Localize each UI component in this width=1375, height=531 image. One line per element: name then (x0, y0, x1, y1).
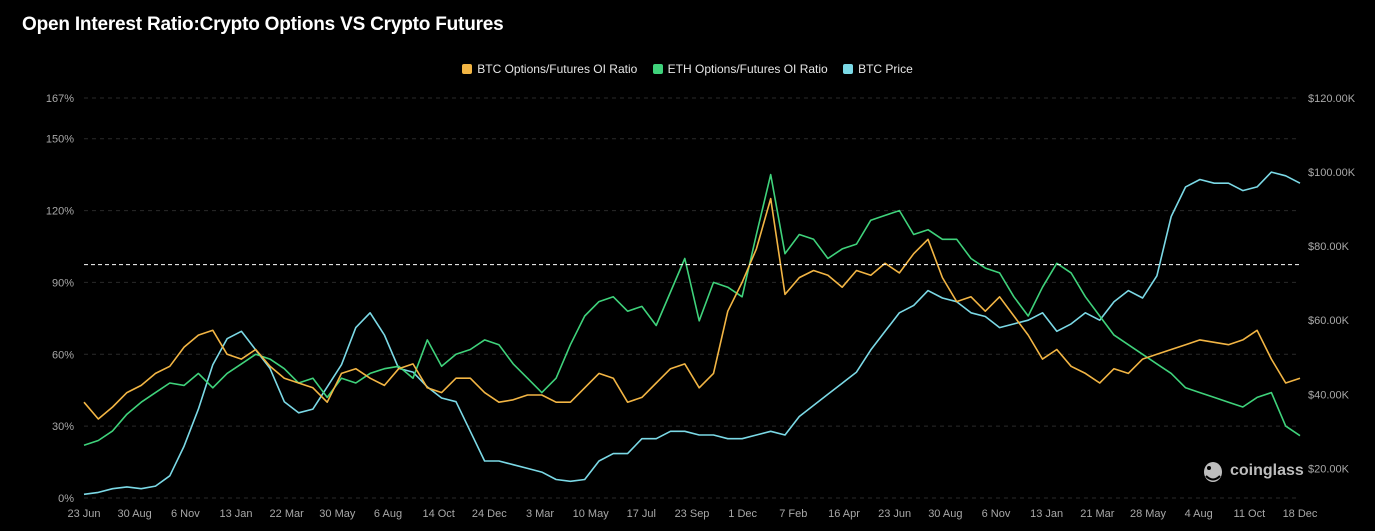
x-tick-label: 24 Dec (472, 508, 507, 520)
series-line-btc-options-futures-oi-ratio (83, 197, 1301, 420)
x-tick-label: 14 Oct (422, 508, 454, 520)
x-axis: 23 Jun 30 Aug 6 Nov 13 Jan 22 Mar 30 May 6 Aug… (67, 508, 1317, 520)
y-axis-left: 0% 30% 60% 90% 120% 150% 167% (46, 93, 74, 505)
x-tick-label: 1 Dec (728, 508, 757, 520)
legend-swatch-btc-price (843, 64, 854, 74)
y-left-tick-label: 30% (52, 421, 74, 433)
x-tick-label: 30 May (319, 508, 356, 520)
y-right-tick-label: $60.00K (1308, 315, 1350, 327)
chart-legend: BTC Options/Futures OI Ratio ETH Options… (0, 62, 1375, 77)
x-tick-label: 30 Aug (118, 508, 152, 520)
x-tick-label: 7 Feb (779, 508, 807, 520)
x-tick-label: 6 Aug (374, 508, 402, 520)
legend-item-eth-ratio[interactable]: ETH Options/Futures OI Ratio (652, 62, 828, 76)
x-tick-label: 28 May (1130, 508, 1167, 520)
coinglass-logo-icon (1204, 462, 1222, 482)
x-tick-label: 6 Nov (171, 508, 200, 520)
legend-item-btc-ratio[interactable]: BTC Options/Futures OI Ratio (462, 62, 637, 76)
x-tick-label: 10 May (573, 508, 610, 520)
coinglass-watermark: coinglass (1200, 458, 1304, 484)
x-tick-label: 23 Jun (67, 508, 100, 520)
series-line-eth-options-futures-oi-ratio (83, 173, 1301, 447)
y-left-tick-label: 0% (58, 493, 74, 505)
y-left-tick-label: 167% (46, 93, 74, 105)
x-tick-label: 13 Jan (219, 508, 252, 520)
legend-swatch-eth-ratio (652, 64, 663, 74)
y-axis-right: $20.00K $40.00K $60.00K $80.00K $100.00K $120… (1308, 93, 1356, 475)
x-tick-label: 6 Nov (982, 508, 1011, 520)
chart-title: Open Interest Ratio:Crypto Options VS Cr… (22, 14, 504, 35)
x-tick-label: 17 Jul (627, 508, 656, 520)
x-tick-label: 3 Mar (526, 508, 554, 520)
series-line-btc-price (83, 171, 1301, 496)
y-right-tick-label: $40.00K (1308, 389, 1350, 401)
legend-item-btc-price[interactable]: BTC Price (843, 62, 913, 76)
x-tick-label: 11 Oct (1234, 508, 1266, 520)
x-tick-label: 13 Jan (1030, 508, 1063, 520)
grid-lines (84, 97, 1300, 499)
y-left-tick-label: 150% (46, 134, 74, 146)
x-tick-label: 23 Jun (878, 508, 911, 520)
legend-label-eth-ratio: ETH Options/Futures OI Ratio (667, 62, 828, 76)
x-tick-label: 22 Mar (270, 508, 305, 520)
y-right-tick-label: $20.00K (1308, 463, 1350, 475)
x-tick-label: 21 Mar (1080, 508, 1115, 520)
x-tick-label: 18 Dec (1283, 508, 1318, 520)
y-left-tick-label: 60% (52, 349, 74, 361)
x-tick-label: 4 Aug (1185, 508, 1213, 520)
x-tick-label: 23 Sep (675, 508, 710, 520)
y-right-tick-label: $80.00K (1308, 241, 1350, 253)
series-lines (83, 171, 1301, 496)
y-right-tick-label: $120.00K (1308, 93, 1356, 105)
y-left-tick-label: 120% (46, 206, 74, 218)
x-tick-label: 16 Apr (828, 508, 860, 520)
watermark-text: coinglass (1230, 462, 1304, 479)
y-left-tick-label: 90% (52, 277, 74, 289)
legend-label-btc-ratio: BTC Options/Futures OI Ratio (477, 62, 638, 76)
legend-swatch-btc-ratio (462, 64, 473, 74)
legend-label-btc-price: BTC Price (858, 62, 913, 76)
y-right-tick-label: $100.00K (1308, 167, 1356, 179)
x-tick-label: 30 Aug (928, 508, 962, 520)
